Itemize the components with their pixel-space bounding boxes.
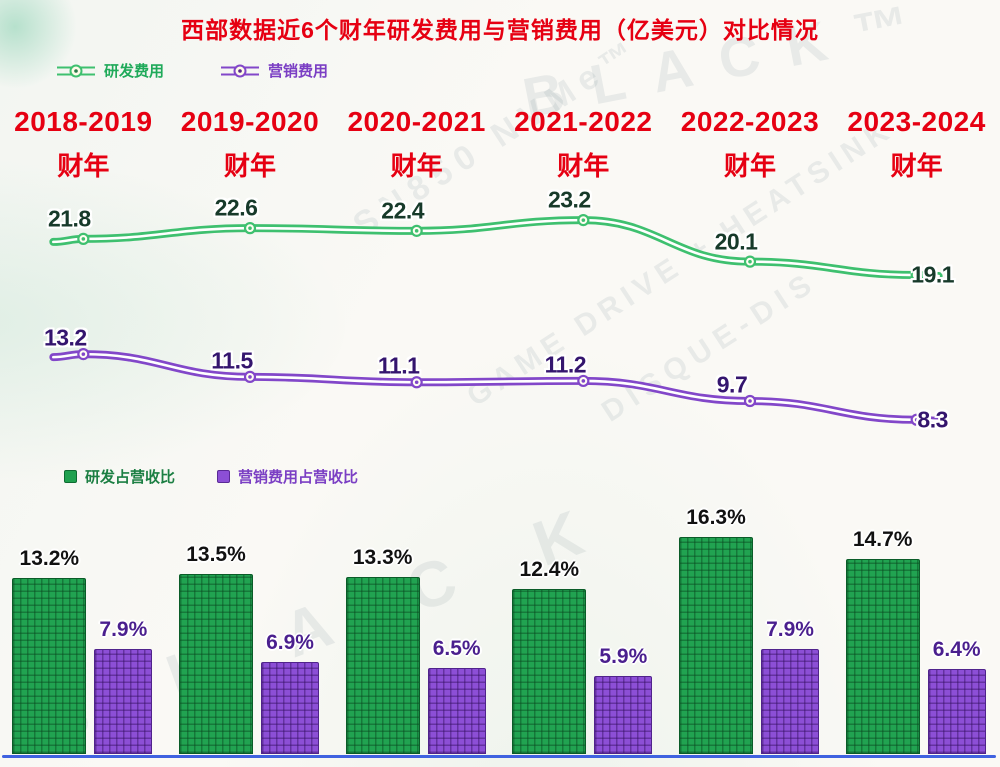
marketing-ratio-label: 6.9%: [266, 631, 314, 655]
rd-ratio-label: 14.7%: [852, 527, 913, 551]
fiscal-year-range: 2018-2019: [14, 106, 153, 137]
marketing-bar-legend-label: 营销费用占营收比: [238, 469, 359, 486]
fiscal-year-suffix: 财年: [890, 151, 943, 181]
rd-line-value-label: 21.8: [47, 205, 91, 232]
legend-item-marketing-bar: 营销费用占营收比: [217, 466, 358, 487]
rd-ratio-label: 12.4%: [519, 558, 580, 582]
rd-line-value-label: 19.1: [911, 261, 955, 288]
rd-ratio-bar: [345, 577, 420, 754]
rd-ratio-bar: [512, 589, 587, 754]
rd-expense-line-marker-dot: [81, 237, 86, 241]
rd-expense-line-marker-dot: [748, 259, 752, 264]
rd-ratio-label: 13.2%: [19, 547, 80, 571]
marketing-expense-line-inner: [52, 352, 940, 423]
marketing-ratio-label: 7.9%: [766, 617, 814, 641]
rd-line-legend-label: 研发费用: [104, 63, 165, 80]
rd-expense-line-marker-dot: [581, 218, 586, 222]
fiscal-year-header: 2021-2022 财年: [500, 106, 667, 183]
marketing-line-value-label: 8.3: [917, 406, 948, 433]
fiscal-year-range: 2023-2024: [847, 106, 986, 137]
marketing-expense-line-marker-dot: [81, 352, 86, 356]
fiscal-year-range: 2019-2020: [180, 106, 320, 137]
marketing-bar-legend-swatch: [217, 470, 231, 483]
fiscal-year-header: 2018-2019 财年: [0, 106, 167, 183]
rd-ratio-label: 16.3%: [686, 506, 746, 530]
marketing-line-legend-label: 营销费用: [268, 63, 329, 80]
marketing-expense-line-marker-dot: [414, 380, 419, 385]
page-title: 西部数据近6个财年研发费用与营销费用（亿美元）对比情况: [181, 17, 819, 43]
marketing-line-value-label: 13.2: [43, 324, 87, 351]
fiscal-year-suffix: 财年: [723, 151, 776, 181]
legend-item-rd-bar: 研发占营收比: [64, 466, 175, 487]
rd-line-value-label: 20.1: [714, 228, 758, 255]
marketing-line-value-label: 11.2: [544, 351, 587, 378]
fiscal-year-header: 2020-2021 财年: [333, 106, 500, 183]
marketing-line-value-label: 11.5: [211, 347, 253, 374]
fiscal-year-headers: 2018-2019 财年 2019-2020 财年 2020-2021 财年 2021-20…: [0, 106, 1000, 183]
bar-chart-legend: 研发占营收比 营销费用占营收比: [64, 466, 358, 487]
marketing-ratio-bar: [927, 668, 986, 754]
rd-line-value-label: 23.2: [547, 186, 591, 213]
fiscal-year-range: 2021-2022: [514, 106, 653, 137]
fiscal-year-header: 2023-2024 财年: [833, 106, 1000, 183]
marketing-line-value-label: 9.7: [716, 371, 748, 398]
rd-line-value-label: 22.6: [214, 194, 258, 221]
marketing-ratio-bar: [427, 667, 486, 754]
rd-expense-line-marker-dot: [414, 229, 419, 233]
fiscal-year-range: 2020-2021: [347, 106, 486, 137]
marketing-expense-line-marker-dot: [248, 375, 252, 379]
rd-expense-line-marker-dot: [248, 226, 252, 230]
fiscal-year-suffix: 财年: [557, 151, 610, 181]
fiscal-year-header: 2022-2023 财年: [667, 106, 834, 183]
marketing-ratio-bar: [761, 648, 819, 754]
rd-ratio-bar: [679, 537, 753, 754]
fiscal-year-header: 2019-2020 财年: [167, 106, 334, 183]
marketing-expense-line-marker-dot: [581, 379, 586, 383]
fiscal-year-suffix: 财年: [390, 151, 443, 181]
rd-bar-legend-swatch: [64, 470, 77, 483]
rd-ratio-bar: [845, 558, 920, 754]
marketing-ratio-bar: [261, 662, 319, 754]
marketing-ratio-label: 6.5%: [432, 636, 481, 660]
fiscal-year-range: 2022-2023: [680, 106, 820, 137]
legend-item-rd-line: 研发费用: [56, 60, 164, 81]
fiscal-year-suffix: 财年: [57, 151, 110, 181]
rd-ratio-bar: [179, 574, 253, 754]
marketing-ratio-label: 5.9%: [599, 644, 648, 668]
rd-expense-line-inner: [52, 218, 940, 278]
rd-line-value-label: 22.4: [381, 197, 425, 224]
marketing-ratio-bar: [594, 675, 653, 754]
rd-expense-line-marker-dot: [914, 273, 919, 277]
legend-item-marketing-line: 营销费用: [220, 60, 328, 81]
rd-line-legend-icon: [57, 64, 95, 77]
marketing-line-value-label: 11.1: [377, 352, 420, 379]
fiscal-year-suffix: 财年: [223, 151, 276, 181]
rd-ratio-label: 13.5%: [186, 543, 246, 567]
rd-ratio-label: 13.3%: [352, 546, 413, 570]
marketing-ratio-bar: [94, 648, 153, 754]
marketing-expense-line-marker-dot: [914, 417, 919, 422]
marketing-line-legend-icon: [221, 64, 260, 77]
rd-bar-legend-label: 研发占营收比: [85, 469, 176, 486]
marketing-expense-line-marker-dot: [748, 399, 752, 403]
line-chart-legend: 研发费用 营销费用: [56, 60, 328, 81]
marketing-ratio-label: 6.4%: [932, 637, 981, 661]
marketing-ratio-label: 7.9%: [99, 617, 148, 641]
x-axis-line: [2, 755, 996, 758]
rd-ratio-bar: [12, 578, 87, 754]
